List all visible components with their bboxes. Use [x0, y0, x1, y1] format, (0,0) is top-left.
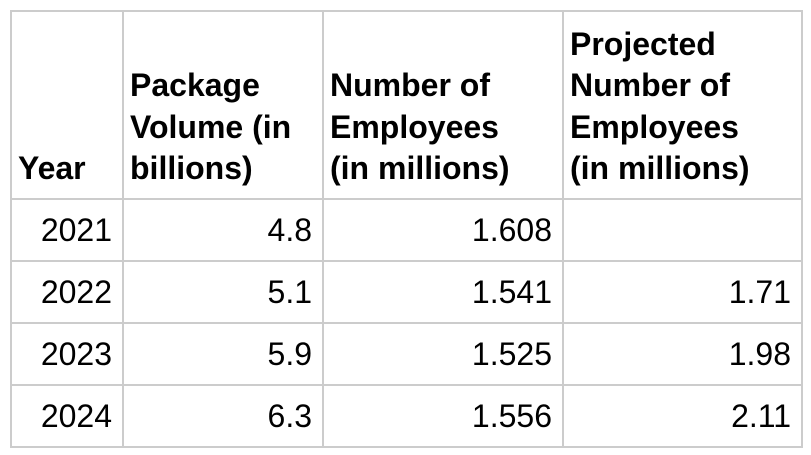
- cell-projected-employees: [562, 198, 803, 262]
- cell-package-volume: 6.3: [122, 384, 324, 448]
- table-row-2022: 2022 5.1 1.541 1.71: [10, 260, 803, 324]
- table-row-2023: 2023 5.9 1.525 1.98: [10, 322, 803, 386]
- cell-year: 2024: [10, 384, 124, 448]
- cell-year: 2023: [10, 322, 124, 386]
- cell-package-volume: 4.8: [122, 198, 324, 262]
- cell-number-of-employees: 1.608: [322, 198, 564, 262]
- column-header-year: Year: [10, 10, 124, 200]
- cell-projected-employees: 1.71: [562, 260, 803, 324]
- column-header-number-of-employees: Number of Employees (in millions): [322, 10, 564, 200]
- data-table: Year Package Volume (in billions) Number…: [10, 10, 803, 448]
- table-row-2021: 2021 4.8 1.608: [10, 198, 803, 262]
- column-header-projected-employees: Projected Number of Employees (in millio…: [562, 10, 803, 200]
- table-row-2024: 2024 6.3 1.556 2.11: [10, 384, 803, 448]
- header-row: Year Package Volume (in billions) Number…: [10, 10, 803, 200]
- cell-package-volume: 5.1: [122, 260, 324, 324]
- cell-projected-employees: 2.11: [562, 384, 803, 448]
- column-header-package-volume: Package Volume (in billions): [122, 10, 324, 200]
- cell-number-of-employees: 1.556: [322, 384, 564, 448]
- cell-number-of-employees: 1.525: [322, 322, 564, 386]
- cell-number-of-employees: 1.541: [322, 260, 564, 324]
- cell-package-volume: 5.9: [122, 322, 324, 386]
- cell-projected-employees: 1.98: [562, 322, 803, 386]
- cell-year: 2022: [10, 260, 124, 324]
- cell-year: 2021: [10, 198, 124, 262]
